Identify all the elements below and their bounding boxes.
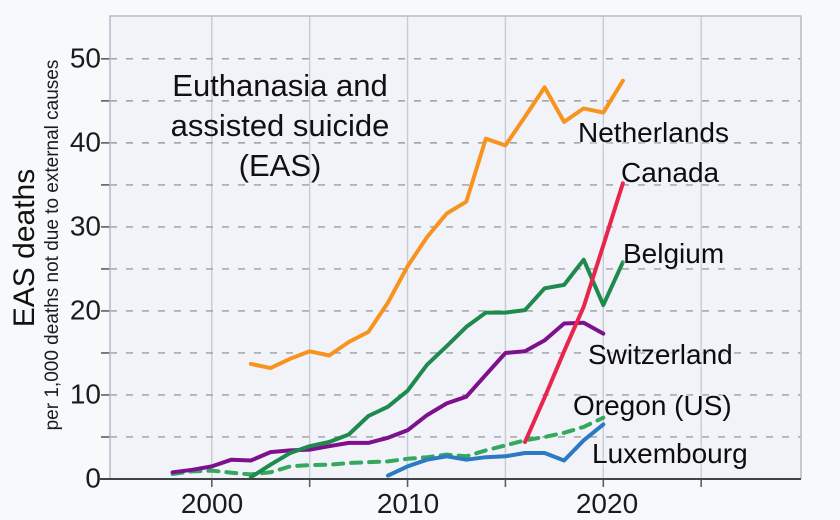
series-line-belgium bbox=[248, 257, 625, 480]
series-label-belgium: Belgium bbox=[623, 238, 725, 269]
series-label-luxembourg: Luxembourg bbox=[592, 438, 748, 469]
y-tick-label-20: 20 bbox=[69, 294, 101, 326]
series-line-canada bbox=[523, 181, 625, 444]
x-tick-label-2020: 2020 bbox=[575, 488, 639, 519]
y-tick-label-30: 30 bbox=[69, 210, 101, 242]
chart-title-line2: assisted suicide bbox=[170, 108, 390, 143]
x-tick-label-2010: 2010 bbox=[376, 488, 440, 519]
x-tick-label-2000: 2000 bbox=[180, 488, 244, 519]
chart-title: Euthanasia and assisted suicide (EAS) bbox=[112, 66, 448, 186]
series-line-netherlands bbox=[248, 78, 625, 371]
y-tick-label-50: 50 bbox=[69, 42, 101, 74]
chart-title-line3: (EAS) bbox=[238, 148, 322, 183]
chart-title-line1: Euthanasia and bbox=[172, 68, 388, 103]
plot-frame bbox=[109, 15, 802, 479]
series-label-oregon: Oregon (US) bbox=[573, 390, 732, 421]
series-label-netherlands: Netherlands bbox=[578, 117, 729, 148]
y-tick-label-40: 40 bbox=[69, 126, 101, 158]
series-line-luxembourg bbox=[386, 422, 606, 478]
series-line-oregon-us bbox=[170, 415, 606, 477]
series-label-canada: Canada bbox=[621, 157, 720, 188]
series-line-switzerland bbox=[170, 320, 606, 475]
y-axis-subtitle: per 1,000 deaths not due to external cau… bbox=[42, 59, 63, 431]
series-label-switzerland: Switzerland bbox=[588, 339, 733, 370]
y-tick-label-10: 10 bbox=[69, 378, 101, 410]
y-tick-label-0: 0 bbox=[85, 462, 101, 494]
y-axis-title: EAS deaths bbox=[8, 168, 41, 328]
